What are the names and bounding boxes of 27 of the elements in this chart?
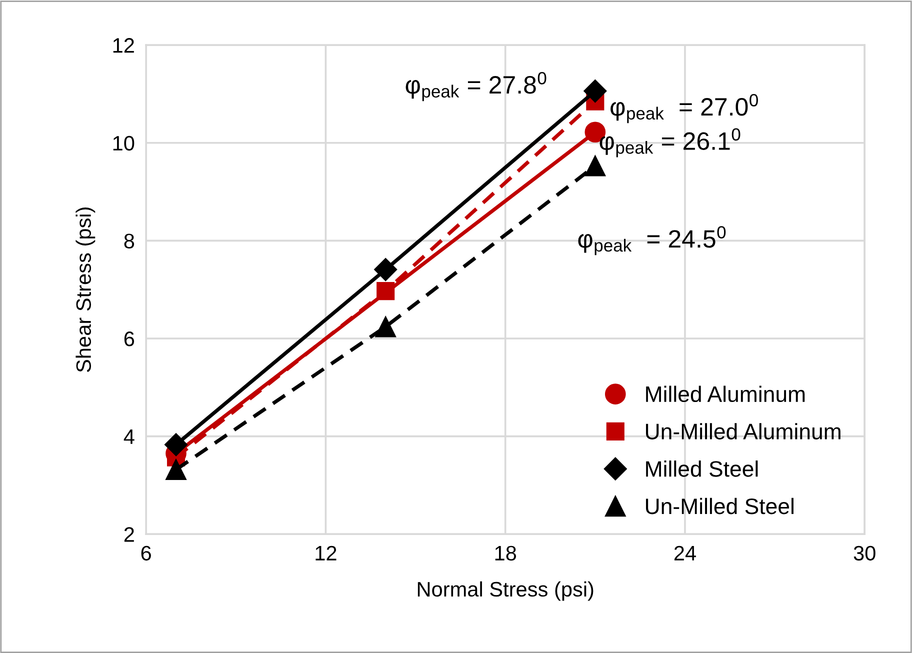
point	[166, 459, 186, 480]
y-axis-title: Shear Stress (psi)	[76, 208, 96, 372]
y-tick-label: 4	[124, 430, 134, 444]
x-tick-label: 18	[495, 546, 516, 561]
y-tick-label: 6	[124, 332, 134, 346]
x-tick-label: 6	[141, 546, 151, 561]
point	[584, 155, 606, 176]
point	[375, 316, 396, 338]
point	[376, 282, 395, 300]
x-tick-label: 24	[674, 546, 696, 560]
annotation: φ$_{peak}$ = 27.0$^{0}$	[610, 94, 758, 124]
legend-label: Un-Milled Aluminum	[646, 423, 840, 440]
point	[584, 80, 607, 103]
x-axis-title: Normal Stress (psi)	[418, 581, 594, 601]
legend-label: Milled Aluminum	[646, 386, 805, 402]
legend-label: Un-Milled Steel	[646, 498, 794, 514]
y-tick-label: 2	[124, 527, 134, 542]
y-tick-label: 10	[113, 136, 134, 151]
legend-label: Milled Steel	[646, 460, 758, 477]
annotation: φ$_{peak}$ = 27.8$^{0}$	[406, 72, 546, 102]
annotation: φ$_{peak}$ = 26.1$^{0}$	[600, 128, 740, 158]
y-tick-label: 8	[124, 234, 134, 248]
x-tick-label: 30	[854, 546, 876, 561]
annotation: φ$_{peak}$ = 24.5$^{0}$	[578, 226, 726, 256]
point	[374, 258, 398, 282]
x-tick-label: 12	[316, 546, 336, 560]
y-tick-label: 12	[113, 38, 134, 53]
